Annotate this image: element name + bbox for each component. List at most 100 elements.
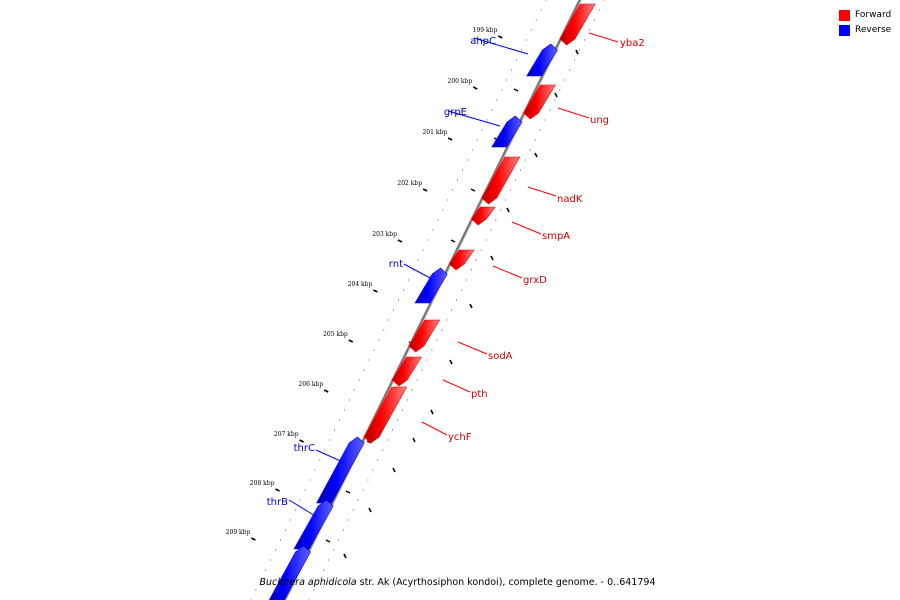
outer-tick (534, 152, 538, 158)
dot (603, 0, 605, 1)
gene-nadK-leader (527, 186, 557, 197)
dot (319, 459, 321, 461)
dot (432, 229, 434, 231)
dot (284, 529, 286, 531)
outer-tick (430, 409, 434, 415)
legend-reverse-label: Reverse (855, 25, 892, 35)
dot (387, 439, 389, 441)
gene-sodA-arrow (408, 319, 441, 353)
dot (437, 219, 439, 221)
tick-label: 199 kbp (473, 27, 498, 34)
dot (378, 339, 380, 341)
gene-grpE-leader (447, 110, 501, 127)
dot (421, 369, 423, 371)
dot (491, 109, 493, 111)
gene-rnt-label: rnt (389, 259, 403, 270)
dot (416, 379, 418, 381)
dot (442, 209, 444, 211)
outer-tick (392, 467, 396, 473)
tick-label: 209 kbp (226, 529, 251, 536)
dot (343, 409, 345, 411)
dot (328, 559, 330, 561)
dot (486, 119, 488, 121)
gene-ahpC-leader (473, 37, 529, 55)
tick-marks: 199 kbp 200 kbp 201 kbp 202 kbp 203 kbp 204 k… (226, 27, 503, 541)
dot (427, 239, 429, 241)
dot (357, 499, 359, 501)
dot (544, 119, 546, 121)
gene-ychF-leader (421, 421, 448, 436)
outer-tick (368, 507, 372, 513)
dot (412, 269, 414, 271)
dot (530, 29, 532, 31)
dot (382, 449, 384, 451)
tick-label: 206 kbp (299, 381, 324, 388)
scale-tick (373, 289, 378, 293)
dot (480, 249, 482, 251)
dot (407, 279, 409, 281)
dot (485, 239, 487, 241)
dot (564, 79, 566, 81)
inner-tick (325, 539, 331, 543)
gene-yba2-arrow (559, 3, 596, 46)
inner-tick (513, 88, 519, 92)
dot (559, 89, 561, 91)
gene-thrC-label: thrC (294, 443, 315, 454)
tick-label: 201 kbp (422, 129, 447, 136)
gene-thrB-label: thrB (267, 497, 288, 508)
dot (373, 349, 375, 351)
dot (426, 359, 428, 361)
forward-swatch (839, 10, 850, 21)
gene-grpE-arrow (491, 115, 523, 148)
gene-sodA-leader (457, 341, 488, 355)
dot (363, 369, 365, 371)
dot (422, 249, 424, 251)
dot (534, 139, 536, 141)
dot (466, 159, 468, 161)
dot (535, 19, 537, 21)
gene-ychF-arrow (363, 386, 408, 444)
scale-tick (251, 537, 256, 541)
dot (358, 379, 360, 381)
dot (525, 39, 527, 41)
dot (406, 399, 408, 401)
dot (294, 509, 296, 511)
scale-tick (299, 439, 304, 443)
gene-nadK-arrow (481, 156, 521, 205)
dot (569, 69, 571, 71)
genome-caption: Buchnera aphidicola str. Ak (Acyrthosiph… (0, 577, 900, 588)
legend: Forward Reverse (839, 8, 891, 38)
dot (318, 579, 320, 581)
dot (397, 299, 400, 301)
gene-ung-arrow (523, 84, 556, 120)
gene-ung-label: ung (590, 115, 609, 126)
dot (529, 149, 531, 151)
gene-rnt-arrow (414, 267, 448, 304)
dot (352, 509, 354, 511)
outer-tick (412, 437, 416, 443)
dot (353, 389, 355, 391)
gene-yba2-leader (588, 32, 619, 43)
gene-pth-arrow (391, 356, 423, 387)
dot (481, 129, 483, 131)
tick-label: 204 kbp (348, 281, 373, 288)
tick-label: 207 kbp (274, 431, 299, 438)
dot (334, 429, 336, 431)
outer-tick (343, 553, 347, 559)
scale-tick (472, 86, 478, 90)
dot (260, 579, 262, 581)
dot (417, 259, 419, 261)
dot (342, 529, 344, 531)
tick-label: 202 kbp (397, 180, 422, 187)
scale-tick (497, 35, 503, 39)
gene-ahpC-label: ahpC (470, 36, 496, 47)
dot (501, 89, 503, 91)
gene-sodA-label: sodA (488, 351, 513, 362)
dot (304, 489, 306, 491)
dot (446, 319, 448, 321)
gene-ung-leader (557, 107, 590, 119)
outer-tick (554, 92, 558, 98)
gene-thrA-arrow (268, 545, 311, 600)
legend-forward: Forward (839, 8, 891, 23)
dot (593, 19, 595, 21)
